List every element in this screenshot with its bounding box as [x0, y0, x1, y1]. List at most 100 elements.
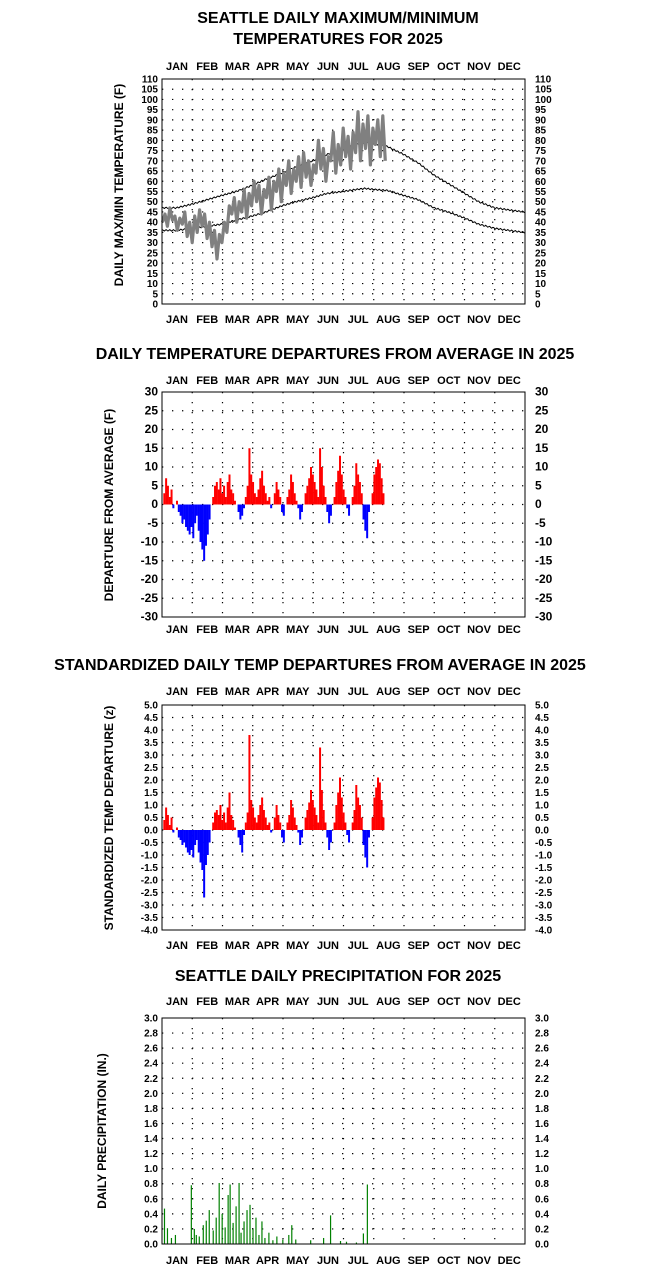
y-tick-label: 105 [535, 85, 552, 96]
month-label: MAR [225, 686, 250, 698]
y-tick-label: 15 [147, 269, 159, 280]
month-label: MAY [286, 686, 310, 698]
month-label: DEC [498, 1255, 521, 1267]
y-tick-label: 1.0 [535, 801, 549, 812]
y-axis-left: -4.0-3.5-3.0-2.5-2.0-1.5-1.0-0.50.00.51.… [141, 701, 159, 937]
y-tick-label: -10 [535, 535, 553, 549]
y-tick-label: 2.8 [144, 1029, 158, 1040]
y-tick-label: 2.0 [535, 776, 549, 787]
month-labels-bottom: JAN FEB MAR APR MAY JUN JUL AUG SEP OCT NOV DEC [166, 314, 521, 326]
month-label: NOV [467, 624, 492, 636]
y-tick-label: 4.0 [535, 726, 549, 737]
y-tick-label: -25 [141, 591, 159, 605]
y-tick-label: -2.5 [141, 888, 159, 899]
month-label: DEC [498, 940, 521, 952]
temperature-series [160, 110, 525, 261]
y-tick-label: -20 [141, 572, 159, 586]
y-tick-label: -2.5 [535, 888, 553, 899]
month-label: APR [256, 314, 279, 326]
y-tick-label: 20 [535, 422, 549, 436]
month-label: MAY [286, 375, 310, 387]
y-tick-label: 2.6 [535, 1044, 549, 1055]
y-tick-label: 2.0 [144, 776, 158, 787]
y-tick-label: 2.5 [535, 763, 549, 774]
y-tick-label: -5 [147, 516, 158, 530]
month-label: JUL [348, 1255, 369, 1267]
normal-max-line [162, 141, 525, 214]
chart-title: STANDARDIZED DAILY TEMP DEPARTURES FROM … [54, 657, 586, 674]
y-tick-label: -3.5 [535, 913, 553, 924]
plot-frame [161, 391, 526, 618]
month-labels-top: JAN FEB MAR APR MAY JUN JUL AUG SEP OCT NOV DEC [166, 61, 521, 73]
y-tick-label: 10 [535, 279, 547, 290]
month-label: JUL [348, 61, 369, 73]
y-tick-label: 2.2 [144, 1074, 158, 1085]
y-tick-label: -2.0 [141, 876, 159, 887]
chart-title-line2: TEMPERATURES FOR 2025 [233, 31, 443, 48]
chart-title: DAILY TEMPERATURE DEPARTURES FROM AVERAG… [96, 346, 575, 363]
normal-min-line [162, 187, 525, 234]
y-tick-label: 55 [147, 187, 159, 198]
month-labels-top: JAN FEB MAR APR MAY JUN JUL AUG SEP OCT NOV DEC [166, 996, 521, 1008]
month-label: AUG [376, 686, 400, 698]
y-tick-label: 1.2 [144, 1149, 158, 1160]
y-tick-label: 5 [535, 289, 541, 300]
y-tick-label: 0.2 [144, 1224, 158, 1235]
month-label: JUL [348, 940, 369, 952]
month-label: FEB [196, 1255, 218, 1267]
y-tick-label: 70 [147, 156, 159, 167]
y-tick-label: 4.5 [144, 713, 158, 724]
month-label: SEP [408, 314, 430, 326]
chart-title-line1: SEATTLE DAILY MAXIMUM/MINIMUM [197, 10, 478, 27]
month-labels-bottom: JAN FEB MAR APR MAY JUN JUL AUG SEP OCT NOV DEC [166, 940, 521, 952]
y-tick-label: 1.6 [535, 1119, 549, 1130]
y-tick-label: 2.8 [535, 1029, 549, 1040]
y-tick-label: 15 [535, 441, 549, 455]
temperature-chart: SEATTLE DAILY MAXIMUM/MINIMUM TEMPERATUR… [112, 10, 552, 326]
y-tick-label: 35 [535, 228, 547, 239]
y-tick-label: 50 [147, 197, 159, 208]
y-tick-label: 3.5 [144, 738, 158, 749]
precipitation-chart: SEATTLE DAILY PRECIPITATION FOR 2025 JAN… [95, 968, 549, 1267]
y-tick-label: 10 [147, 279, 159, 290]
y-tick-label: 0 [151, 497, 158, 511]
y-tick-label: -0.5 [535, 838, 553, 849]
grid-dots [162, 705, 525, 930]
month-label: DEC [498, 996, 521, 1008]
month-label: MAR [225, 1255, 250, 1267]
y-tick-label: 75 [147, 146, 159, 157]
month-label: JUN [317, 624, 339, 636]
month-label: MAY [286, 61, 310, 73]
month-label: FEB [196, 624, 218, 636]
y-tick-label: 30 [535, 238, 547, 249]
y-tick-label: 5.0 [144, 701, 158, 712]
y-tick-label: 0 [152, 300, 158, 311]
y-tick-label: -15 [141, 553, 159, 567]
y-tick-label: 4.0 [144, 726, 158, 737]
y-tick-label: -3.5 [141, 913, 159, 924]
y-tick-label: 0.8 [535, 1179, 549, 1190]
month-label: OCT [437, 1255, 461, 1267]
month-label: APR [256, 61, 279, 73]
y-tick-label: -15 [535, 553, 553, 567]
month-label: OCT [437, 375, 461, 387]
month-label: FEB [196, 375, 218, 387]
month-label: AUG [376, 996, 400, 1008]
y-tick-label: -3.0 [535, 901, 553, 912]
y-tick-label: 100 [141, 95, 158, 106]
y-axis-label: DAILY MAX/MIN TEMPERATURE (F) [112, 84, 126, 286]
month-label: JAN [166, 1255, 188, 1267]
month-label: MAR [225, 996, 250, 1008]
month-label: FEB [196, 940, 218, 952]
month-label: FEB [196, 61, 218, 73]
month-label: JUL [348, 375, 369, 387]
y-tick-label: 0.0 [535, 826, 549, 837]
month-label: MAR [225, 314, 250, 326]
month-label: JUN [317, 1255, 339, 1267]
y-tick-label: 85 [147, 126, 159, 137]
y-tick-label: 35 [147, 228, 159, 239]
y-tick-label: 70 [535, 156, 547, 167]
y-tick-label: 0.8 [144, 1179, 158, 1190]
y-tick-label: 10 [535, 460, 549, 474]
y-tick-label: -25 [535, 591, 553, 605]
